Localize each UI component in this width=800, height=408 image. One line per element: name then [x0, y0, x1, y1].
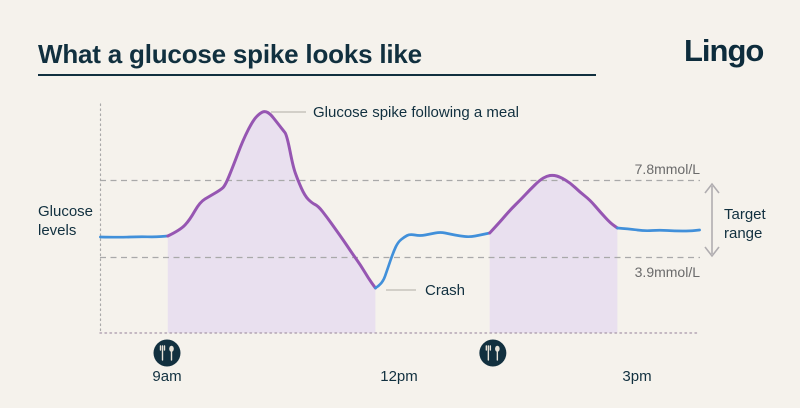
y-axis-label: Glucose levels	[38, 203, 94, 239]
lower-threshold-label: 3.9mmol/L	[634, 264, 700, 280]
cutlery-icon	[159, 345, 174, 361]
lingo-logo: Lingo	[684, 33, 764, 68]
title-underline	[38, 74, 596, 76]
crash-annotation: Crash	[425, 282, 466, 299]
target-range-label: Target range	[724, 206, 766, 242]
spike-fill-areas	[167, 111, 618, 333]
second-spike-fill	[489, 175, 618, 333]
meal-circle	[153, 339, 181, 367]
baseline-before-meal-line	[99, 234, 170, 239]
x-tick-3pm: 3pm	[622, 368, 652, 385]
x-tick-12pm: 12pm	[380, 368, 418, 385]
x-tick-9am: 9am	[152, 368, 182, 385]
spike-annotation: Glucose spike following a meal	[313, 104, 519, 121]
upper-threshold-label: 7.8mmol/L	[634, 161, 700, 177]
meal-marker-2	[479, 339, 507, 367]
glucose-curves	[99, 110, 701, 290]
page-title: What a glucose spike looks like	[38, 39, 422, 69]
cutlery-icon	[485, 345, 500, 361]
second-spike-line	[488, 173, 619, 235]
meal-circle	[479, 339, 507, 367]
spike-after-meal-fill	[167, 111, 376, 333]
spike-after-meal-line	[166, 110, 377, 290]
meal-marker-1	[153, 339, 181, 367]
meal-markers	[153, 339, 507, 367]
target-range-arrow	[704, 182, 720, 258]
crash-recovery-line	[374, 231, 492, 290]
baseline-after-line	[616, 226, 701, 233]
